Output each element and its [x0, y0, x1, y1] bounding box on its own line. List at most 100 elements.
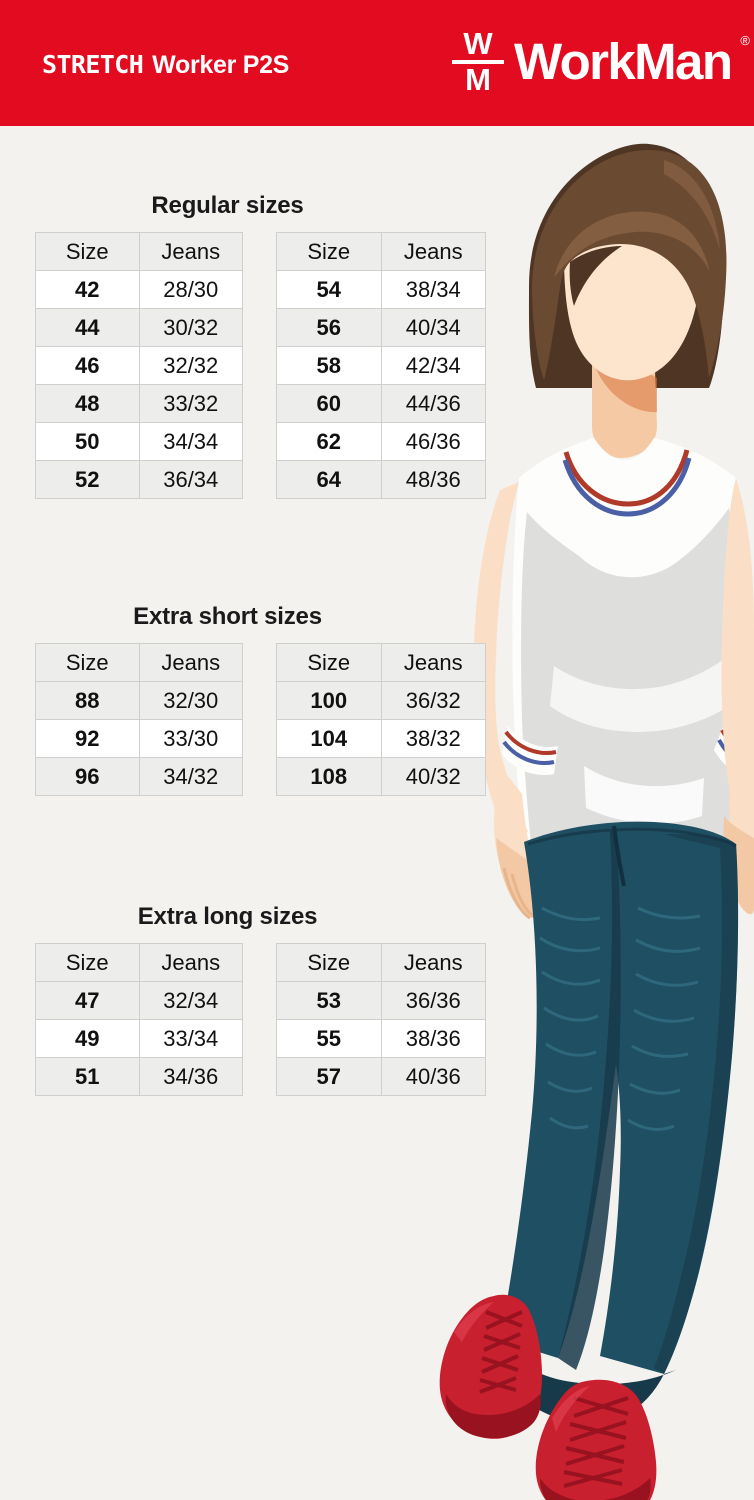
- cell-jeans: 34/36: [138, 1057, 243, 1096]
- cell-jeans: 46/36: [380, 422, 486, 461]
- table-header-row: Size Jeans: [35, 232, 243, 271]
- table-regular-left: Size Jeans 42 28/30 44 30/32 46 32/32 48 33/…: [35, 232, 243, 499]
- cell-jeans: 40/34: [380, 308, 486, 347]
- table-header-row: Size Jeans: [35, 943, 243, 982]
- column-header-size: Size: [276, 232, 382, 271]
- section-title-regular: Regular sizes: [151, 192, 304, 219]
- cell-size: 96: [35, 757, 140, 796]
- shoe-left: [439, 1294, 542, 1439]
- cell-jeans: 48/36: [380, 460, 486, 499]
- product-title-name: Worker P2S: [152, 51, 290, 79]
- table-row: 44 30/32: [35, 308, 243, 347]
- cell-size: 60: [276, 384, 382, 423]
- column-header-size: Size: [35, 943, 140, 982]
- cell-jeans: 33/32: [138, 384, 243, 423]
- table-row: 53 36/36: [276, 981, 486, 1020]
- cell-jeans: 33/34: [138, 1019, 243, 1058]
- table-row: 104 38/32: [276, 719, 486, 758]
- table-row: 100 36/32: [276, 681, 486, 720]
- table-row: 58 42/34: [276, 346, 486, 385]
- cell-size: 48: [35, 384, 140, 423]
- product-title: STRETCH Worker P2S: [42, 50, 289, 80]
- workman-logo: W M WorkMan ®: [452, 22, 750, 102]
- table-row: 49 33/34: [35, 1019, 243, 1058]
- cell-jeans: 32/30: [138, 681, 243, 720]
- table-row: 96 34/32: [35, 757, 243, 796]
- monogram-letter-w: W: [463, 26, 493, 61]
- table-row: 92 33/30: [35, 719, 243, 758]
- cell-jeans: 32/32: [138, 346, 243, 385]
- cell-jeans: 40/36: [380, 1057, 486, 1096]
- cell-size: 64: [276, 460, 382, 499]
- section-title-extra-long: Extra long sizes: [137, 903, 318, 930]
- column-header-jeans: Jeans: [138, 643, 243, 682]
- table-header-row: Size Jeans: [35, 643, 243, 682]
- column-header-size: Size: [276, 643, 382, 682]
- table-regular-right: Size Jeans 54 38/34 56 40/34 58 42/34 60 44/…: [276, 232, 486, 499]
- cell-jeans: 33/30: [138, 719, 243, 758]
- tables-row-extra-long: Size Jeans 47 32/34 49 33/34 51 34/36 Size …: [0, 943, 510, 1096]
- column-header-jeans: Jeans: [380, 943, 486, 982]
- cell-size: 46: [35, 346, 140, 385]
- wm-monogram-icon: W M: [452, 25, 504, 99]
- cell-size: 44: [35, 308, 140, 347]
- table-row: 55 38/36: [276, 1019, 486, 1058]
- brand-wordmark-text: WorkMan: [514, 33, 733, 90]
- table-row: 48 33/32: [35, 384, 243, 423]
- table-header-row: Size Jeans: [276, 643, 486, 682]
- table-extra-long-left: Size Jeans 47 32/34 49 33/34 51 34/36: [35, 943, 243, 1096]
- table-header-row: Size Jeans: [276, 232, 486, 271]
- cell-jeans: 38/34: [380, 270, 486, 309]
- monogram-letter-m: M: [465, 62, 491, 97]
- table-row: 47 32/34: [35, 981, 243, 1020]
- cell-jeans: 28/30: [138, 270, 243, 309]
- cell-jeans: 34/32: [138, 757, 243, 796]
- monogram-divider: [452, 60, 504, 64]
- shoe-right: [535, 1379, 657, 1500]
- section-title-extra-short: Extra short sizes: [133, 603, 322, 630]
- cell-size: 92: [35, 719, 140, 758]
- cell-jeans: 40/32: [380, 757, 486, 796]
- product-title-stretch: STRETCH: [42, 50, 144, 79]
- table-row: 60 44/36: [276, 384, 486, 423]
- table-row: 46 32/32: [35, 346, 243, 385]
- tables-row-extra-short: Size Jeans 88 32/30 92 33/30 96 34/32 Size …: [0, 643, 510, 796]
- cell-jeans: 44/36: [380, 384, 486, 423]
- cell-size: 52: [35, 460, 140, 499]
- column-header-jeans: Jeans: [380, 643, 486, 682]
- cell-size: 47: [35, 981, 140, 1020]
- cell-size: 54: [276, 270, 382, 309]
- table-row: 54 38/34: [276, 270, 486, 309]
- section-extra-long-sizes: Extra long sizes Size Jeans 47 32/34 49 33…: [0, 903, 510, 1096]
- cell-size: 51: [35, 1057, 140, 1096]
- cell-size: 42: [35, 270, 140, 309]
- table-row: 42 28/30: [35, 270, 243, 309]
- cell-size: 55: [276, 1019, 382, 1058]
- table-row: 50 34/34: [35, 422, 243, 461]
- cell-jeans: 36/36: [380, 981, 486, 1020]
- cell-jeans: 30/32: [138, 308, 243, 347]
- cell-jeans: 42/34: [380, 346, 486, 385]
- column-header-jeans: Jeans: [138, 943, 243, 982]
- cell-size: 57: [276, 1057, 382, 1096]
- column-header-jeans: Jeans: [138, 232, 243, 271]
- cell-jeans: 38/36: [380, 1019, 486, 1058]
- table-extra-long-right: Size Jeans 53 36/36 55 38/36 57 40/36: [276, 943, 486, 1096]
- cell-size: 62: [276, 422, 382, 461]
- column-header-size: Size: [35, 643, 140, 682]
- table-row: 56 40/34: [276, 308, 486, 347]
- cell-size: 88: [35, 681, 140, 720]
- table-row: 57 40/36: [276, 1057, 486, 1096]
- tables-row-regular: Size Jeans 42 28/30 44 30/32 46 32/32 48 33/…: [0, 232, 510, 499]
- table-extra-short-left: Size Jeans 88 32/30 92 33/30 96 34/32: [35, 643, 243, 796]
- section-extra-short-sizes: Extra short sizes Size Jeans 88 32/30 92 3…: [0, 603, 510, 796]
- table-row: 88 32/30: [35, 681, 243, 720]
- cell-size: 50: [35, 422, 140, 461]
- cell-jeans: 36/34: [138, 460, 243, 499]
- registered-trademark-icon: ®: [740, 33, 750, 48]
- column-header-jeans: Jeans: [380, 232, 486, 271]
- cell-size: 56: [276, 308, 382, 347]
- column-header-size: Size: [276, 943, 382, 982]
- table-row: 52 36/34: [35, 460, 243, 499]
